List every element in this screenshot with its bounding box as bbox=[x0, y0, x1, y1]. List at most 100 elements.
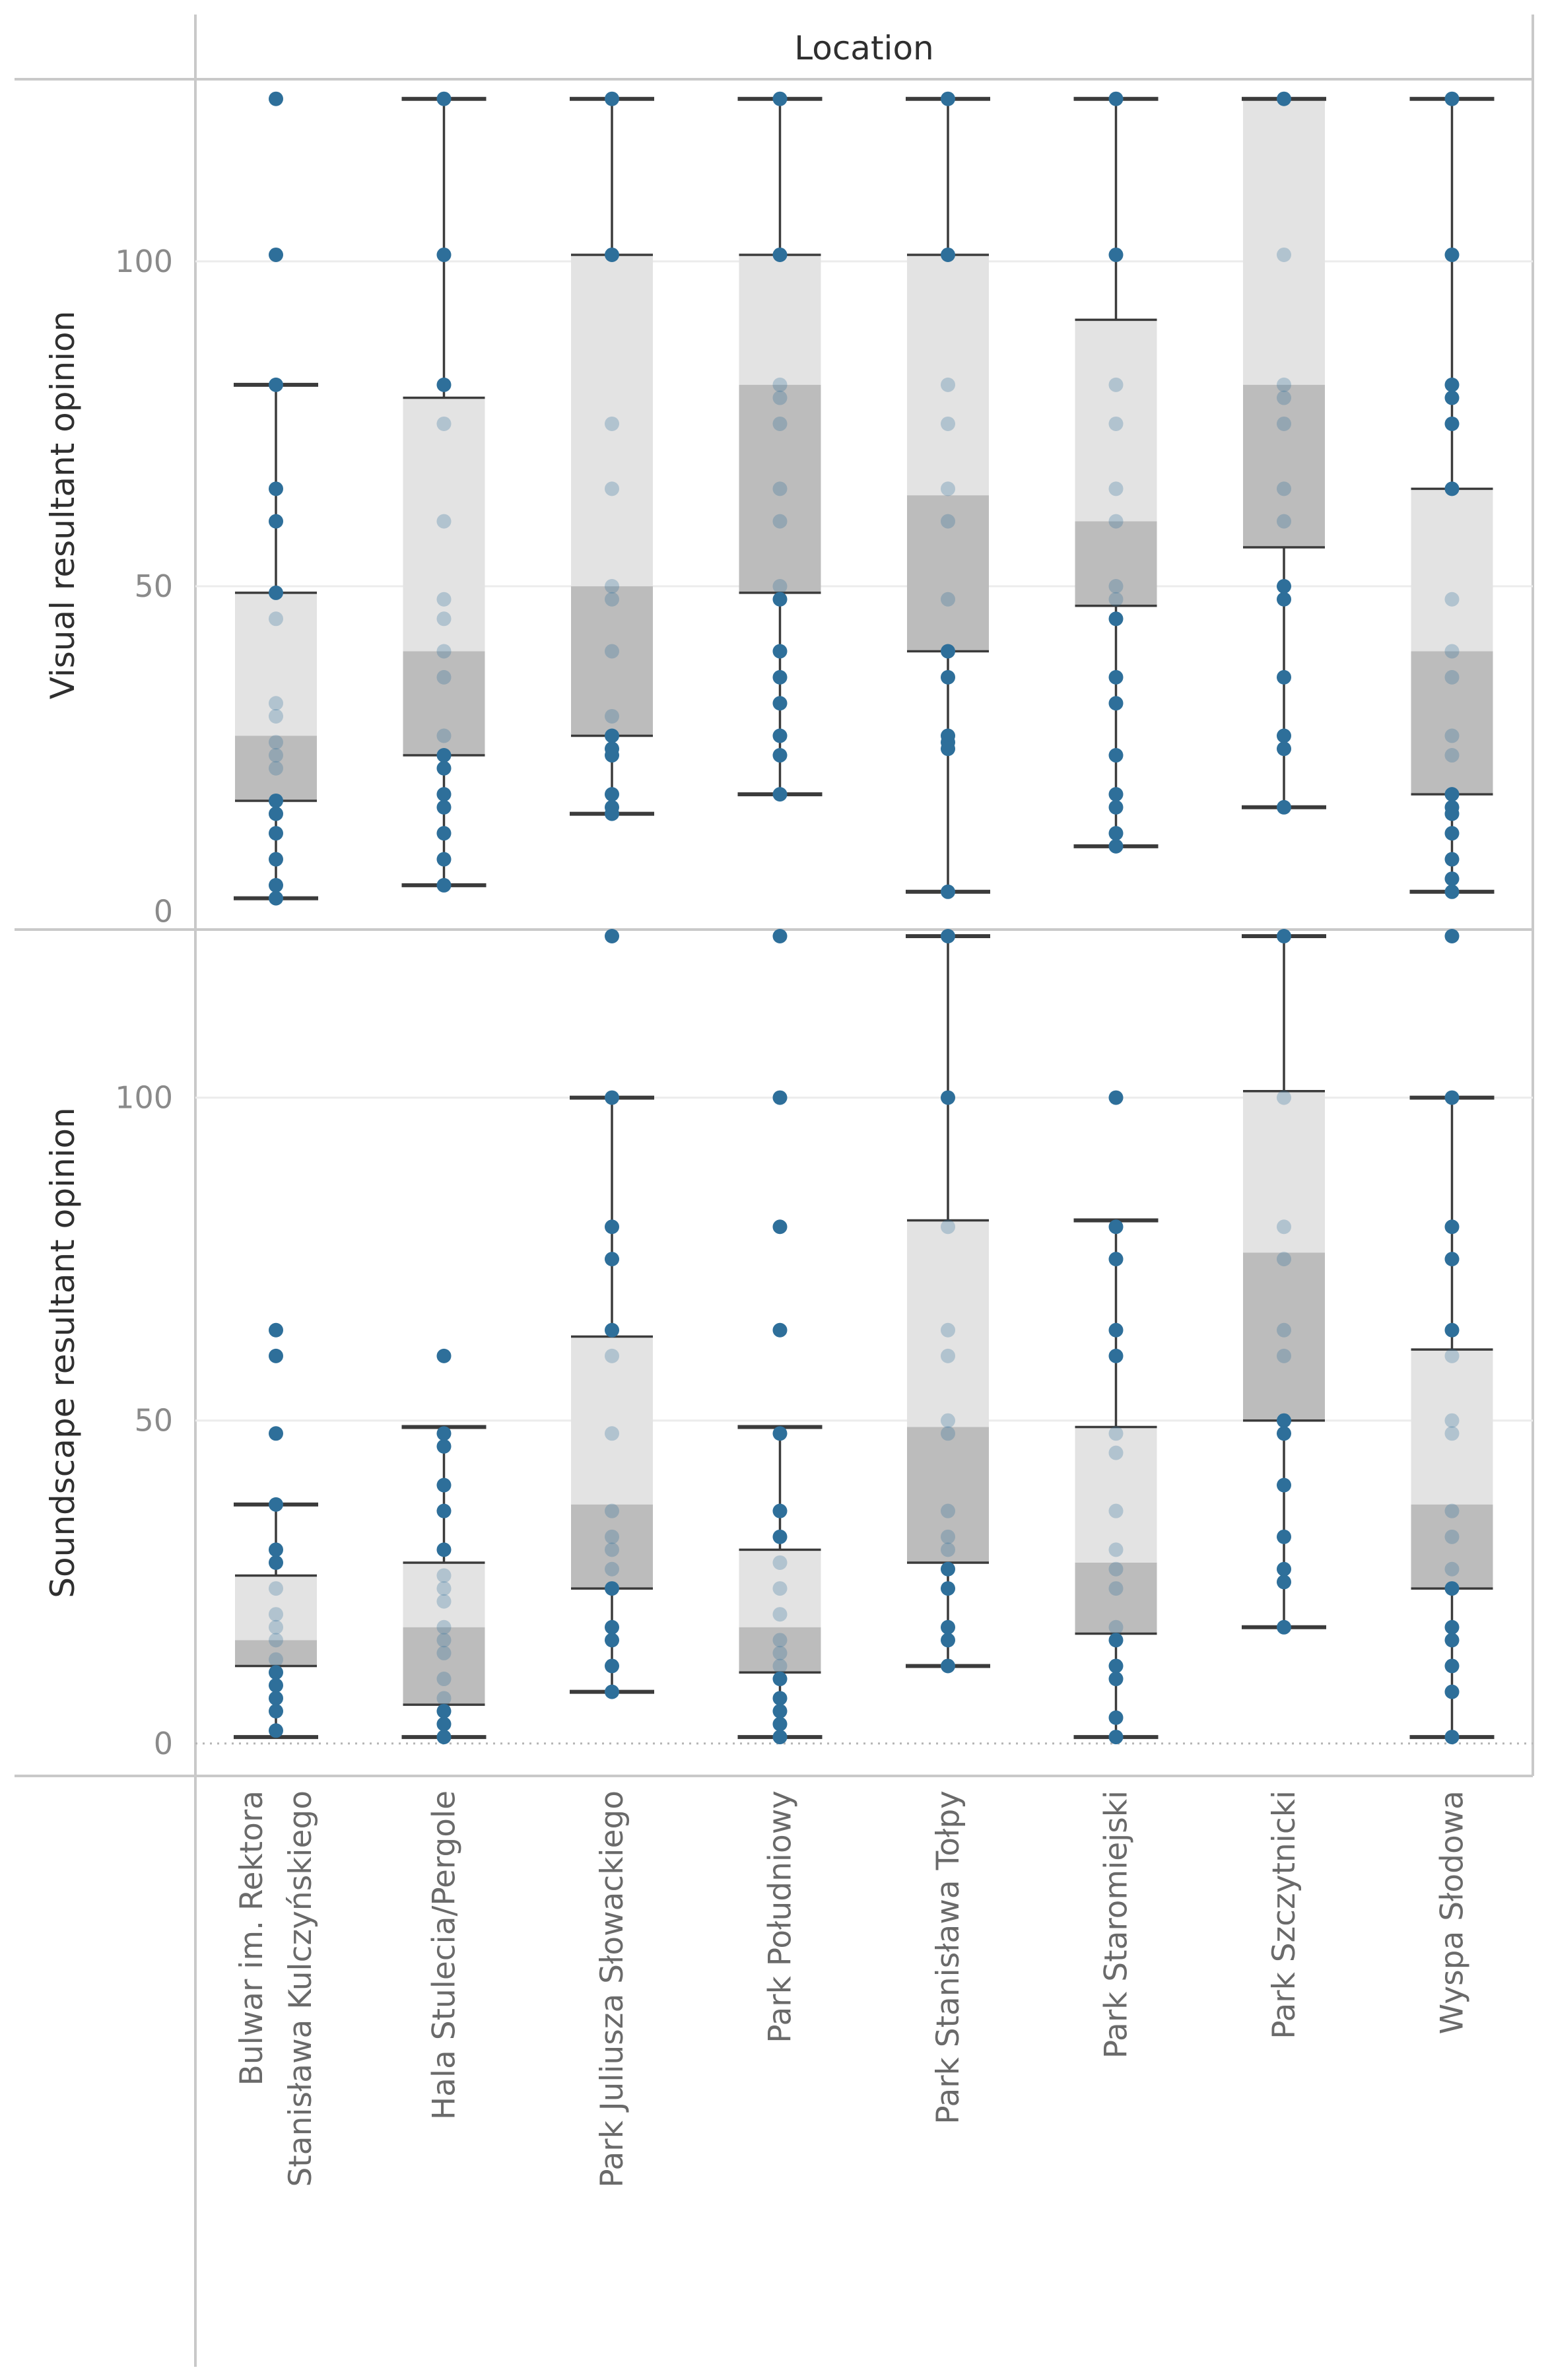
data-point bbox=[269, 1497, 283, 1512]
data-point bbox=[269, 1633, 283, 1648]
data-point bbox=[772, 514, 788, 529]
data-point bbox=[1108, 416, 1124, 431]
data-point bbox=[772, 1672, 788, 1687]
data-point bbox=[436, 826, 452, 841]
data-point bbox=[436, 1478, 452, 1493]
data-point bbox=[1108, 1348, 1124, 1363]
data-point bbox=[1444, 748, 1460, 763]
box-lower-half bbox=[907, 1427, 989, 1563]
data-point bbox=[1108, 481, 1124, 496]
data-point bbox=[1444, 1413, 1460, 1428]
data-point bbox=[1108, 1658, 1124, 1674]
data-point bbox=[605, 1561, 619, 1577]
data-point bbox=[605, 579, 619, 594]
data-point bbox=[1108, 748, 1124, 763]
box-upper-half bbox=[571, 1336, 653, 1505]
data-point bbox=[1108, 1426, 1124, 1441]
data-point bbox=[436, 1645, 452, 1660]
data-point bbox=[1444, 1348, 1460, 1363]
data-point bbox=[1108, 1322, 1124, 1338]
panel-2: 0 50 100 Soundscape resultant opinion bbox=[44, 929, 1533, 1761]
data-point bbox=[772, 481, 788, 496]
data-point bbox=[269, 1723, 283, 1738]
data-point bbox=[941, 669, 955, 685]
data-point bbox=[1108, 787, 1124, 802]
data-point bbox=[772, 1730, 788, 1745]
data-point bbox=[1444, 1322, 1460, 1338]
data-point bbox=[605, 247, 619, 262]
data-point bbox=[436, 877, 452, 893]
data-point bbox=[1277, 799, 1291, 815]
data-point bbox=[941, 481, 955, 496]
data-point bbox=[1277, 741, 1291, 757]
data-point bbox=[1277, 1426, 1291, 1441]
data-point bbox=[436, 1594, 452, 1609]
data-point bbox=[269, 1542, 283, 1557]
box-lower-half bbox=[1075, 1562, 1157, 1634]
data-point bbox=[436, 1730, 452, 1745]
data-point bbox=[941, 592, 955, 607]
data-point bbox=[772, 669, 788, 685]
data-point bbox=[269, 377, 283, 392]
data-point bbox=[772, 728, 788, 743]
y-tick-label: 0 bbox=[154, 1726, 173, 1761]
data-point bbox=[605, 787, 619, 802]
data-point bbox=[1108, 799, 1124, 815]
data-point bbox=[1277, 929, 1291, 943]
data-point bbox=[941, 1529, 955, 1544]
data-point bbox=[1108, 826, 1124, 841]
data-point bbox=[269, 826, 283, 841]
data-point bbox=[269, 481, 283, 496]
data-point bbox=[436, 787, 452, 802]
y-tick-label: 0 bbox=[154, 893, 173, 929]
data-point bbox=[1444, 1561, 1460, 1577]
data-point bbox=[941, 1542, 955, 1557]
box-8 bbox=[1409, 929, 1495, 1745]
data-point bbox=[436, 644, 452, 659]
data-point bbox=[605, 1252, 619, 1267]
box-lower-half bbox=[1411, 651, 1493, 795]
data-point bbox=[269, 852, 283, 867]
data-point bbox=[1108, 1710, 1124, 1725]
box-upper-half bbox=[907, 1220, 989, 1427]
category-label-line: Park Juliusza Słowackiego bbox=[594, 1790, 630, 2188]
data-point bbox=[1444, 806, 1460, 821]
data-point bbox=[436, 1691, 452, 1706]
data-point bbox=[1277, 1348, 1291, 1363]
data-point bbox=[436, 1568, 452, 1583]
data-point bbox=[605, 1503, 619, 1518]
data-point bbox=[436, 799, 452, 815]
data-point bbox=[605, 929, 619, 943]
data-point bbox=[1444, 1252, 1460, 1267]
y-axis-label: Visual resultant opinion bbox=[44, 311, 82, 700]
data-point bbox=[941, 1426, 955, 1441]
data-point bbox=[1108, 514, 1124, 529]
data-point bbox=[269, 708, 283, 724]
data-point bbox=[772, 787, 788, 802]
data-point bbox=[772, 1090, 788, 1105]
box-upper-half bbox=[403, 397, 485, 652]
box-upper-half bbox=[1075, 320, 1157, 522]
data-point bbox=[1444, 1684, 1460, 1699]
data-point bbox=[1108, 247, 1124, 262]
data-point bbox=[269, 1678, 283, 1693]
data-point bbox=[269, 793, 283, 808]
data-point bbox=[269, 1322, 283, 1338]
data-point bbox=[772, 696, 788, 711]
data-point bbox=[436, 1717, 452, 1732]
data-point bbox=[269, 585, 283, 600]
data-point bbox=[941, 1503, 955, 1518]
data-point bbox=[436, 592, 452, 607]
box-2 bbox=[401, 1348, 487, 1745]
data-point bbox=[1108, 1581, 1124, 1596]
data-point bbox=[436, 1581, 452, 1596]
data-point bbox=[941, 1090, 955, 1105]
data-point bbox=[605, 1658, 619, 1674]
data-point bbox=[436, 669, 452, 685]
box-upper-half bbox=[739, 254, 821, 385]
data-point bbox=[1277, 481, 1291, 496]
data-point bbox=[941, 1561, 955, 1577]
data-point bbox=[941, 929, 955, 943]
data-point bbox=[1108, 1252, 1124, 1267]
data-point bbox=[1444, 1090, 1460, 1105]
